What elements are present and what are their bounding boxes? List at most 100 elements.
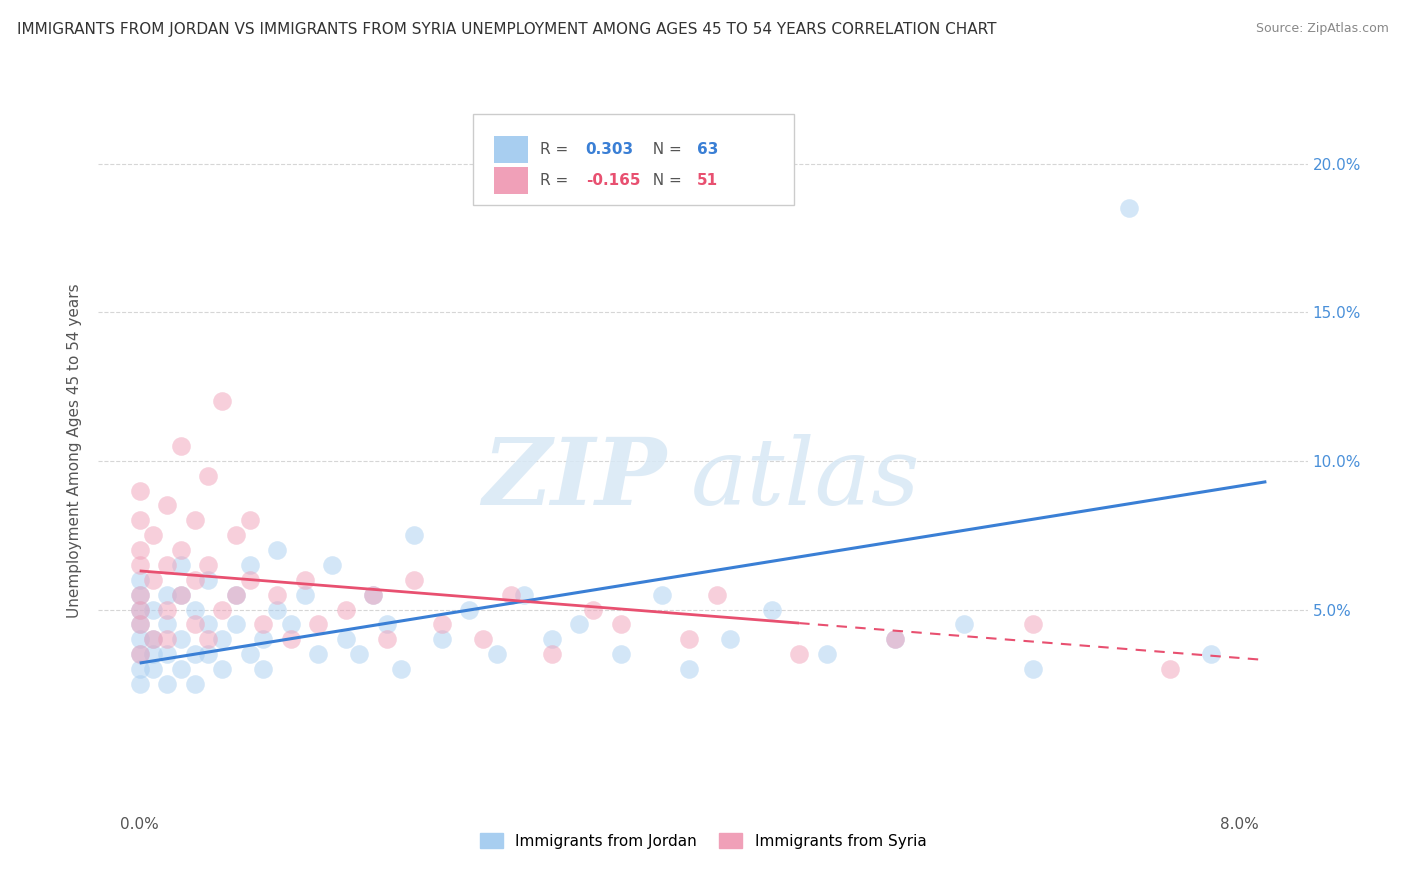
Point — [197, 647, 219, 661]
Point — [170, 662, 193, 676]
Point — [252, 632, 274, 647]
Point — [609, 617, 631, 632]
Point — [472, 632, 495, 647]
Point — [156, 558, 179, 572]
Point — [609, 647, 631, 661]
Point — [404, 528, 426, 542]
Point — [128, 617, 150, 632]
Point — [252, 662, 274, 676]
Text: 0.303: 0.303 — [586, 142, 634, 157]
Point — [156, 632, 179, 647]
Point — [211, 632, 233, 647]
Point — [815, 647, 838, 661]
Point — [1201, 647, 1223, 661]
Point — [156, 647, 179, 661]
Point — [128, 602, 150, 616]
Point — [128, 513, 150, 527]
Point — [404, 573, 426, 587]
Point — [280, 617, 302, 632]
Point — [239, 558, 262, 572]
Point — [211, 662, 233, 676]
Text: IMMIGRANTS FROM JORDAN VS IMMIGRANTS FROM SYRIA UNEMPLOYMENT AMONG AGES 45 TO 54: IMMIGRANTS FROM JORDAN VS IMMIGRANTS FRO… — [17, 22, 997, 37]
Legend: Immigrants from Jordan, Immigrants from Syria: Immigrants from Jordan, Immigrants from … — [474, 827, 932, 855]
Point — [568, 617, 591, 632]
Point — [142, 662, 165, 676]
Point — [651, 588, 673, 602]
Point — [156, 677, 179, 691]
Point — [1022, 617, 1045, 632]
Point — [197, 617, 219, 632]
Point — [128, 647, 150, 661]
Point — [361, 588, 384, 602]
Point — [1022, 662, 1045, 676]
Point — [252, 617, 274, 632]
Point — [183, 647, 205, 661]
Point — [170, 543, 193, 558]
Point — [197, 573, 219, 587]
Point — [128, 662, 150, 676]
Point — [142, 647, 165, 661]
Text: N =: N = — [643, 142, 686, 157]
Text: N =: N = — [643, 173, 686, 188]
Point — [884, 632, 907, 647]
Point — [335, 602, 357, 616]
Point — [720, 632, 742, 647]
Point — [266, 602, 288, 616]
Point — [430, 617, 453, 632]
Point — [307, 617, 329, 632]
Text: 63: 63 — [697, 142, 718, 157]
Point — [197, 468, 219, 483]
Point — [142, 602, 165, 616]
Point — [761, 602, 783, 616]
Point — [128, 543, 150, 558]
Point — [294, 573, 316, 587]
Point — [197, 632, 219, 647]
Point — [170, 588, 193, 602]
Point — [375, 632, 398, 647]
Point — [211, 602, 233, 616]
Point — [349, 647, 371, 661]
FancyBboxPatch shape — [494, 136, 527, 163]
Point — [239, 513, 262, 527]
Point — [128, 588, 150, 602]
Point — [239, 647, 262, 661]
Text: ZIP: ZIP — [482, 434, 666, 524]
Point — [499, 588, 522, 602]
Point — [678, 632, 700, 647]
Point — [142, 632, 165, 647]
Point — [128, 558, 150, 572]
FancyBboxPatch shape — [474, 114, 793, 205]
Point — [183, 617, 205, 632]
Point — [183, 677, 205, 691]
Point — [953, 617, 976, 632]
Text: Source: ZipAtlas.com: Source: ZipAtlas.com — [1256, 22, 1389, 36]
Point — [361, 588, 384, 602]
Point — [170, 439, 193, 453]
Point — [183, 573, 205, 587]
Point — [513, 588, 536, 602]
Point — [142, 528, 165, 542]
Point — [128, 588, 150, 602]
Point — [128, 632, 150, 647]
Point — [128, 573, 150, 587]
Y-axis label: Unemployment Among Ages 45 to 54 years: Unemployment Among Ages 45 to 54 years — [67, 283, 83, 618]
Point — [156, 588, 179, 602]
Point — [128, 602, 150, 616]
Point — [540, 647, 562, 661]
Point — [321, 558, 343, 572]
Point — [582, 602, 605, 616]
Point — [156, 499, 179, 513]
Point — [225, 528, 247, 542]
Point — [280, 632, 302, 647]
Point — [211, 394, 233, 409]
Point — [389, 662, 412, 676]
Point — [239, 573, 262, 587]
Text: R =: R = — [540, 142, 572, 157]
Point — [266, 543, 288, 558]
Point — [294, 588, 316, 602]
Point — [156, 602, 179, 616]
Point — [884, 632, 907, 647]
Point — [128, 677, 150, 691]
Point — [225, 588, 247, 602]
Point — [142, 573, 165, 587]
